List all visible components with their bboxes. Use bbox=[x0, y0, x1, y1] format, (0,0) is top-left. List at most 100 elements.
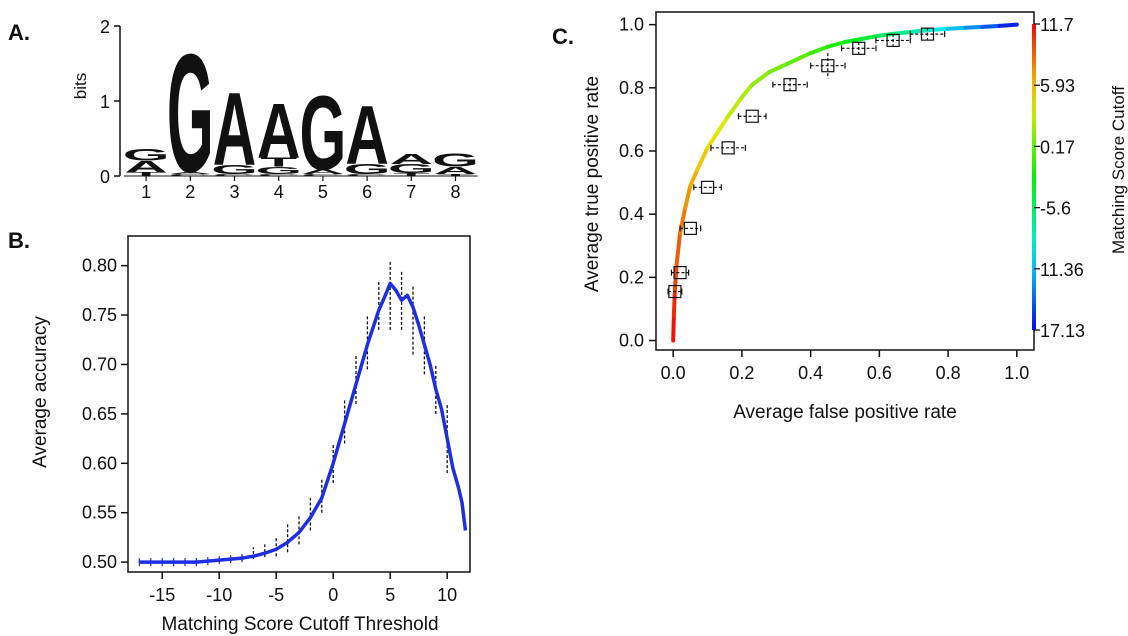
logo-x-tick-label: 3 bbox=[229, 182, 239, 202]
roc-curve-segment bbox=[860, 33, 882, 41]
colorbar-ticks: 11.7 5.93 0.17 -5.6 11.36 17.13 bbox=[1032, 15, 1085, 341]
roc-marker bbox=[783, 78, 797, 92]
accuracy-x-ticks: -15 -10 -5 0 5 10 bbox=[149, 572, 457, 605]
roc-markers bbox=[667, 27, 946, 299]
roc-x-tick-label: 0.4 bbox=[798, 363, 823, 383]
colorbar-tick-label: 0.17 bbox=[1040, 137, 1075, 157]
logo-letter-A: A bbox=[169, 171, 212, 175]
colorbar-tick-label: 11.7 bbox=[1040, 15, 1074, 35]
roc-marker bbox=[745, 109, 759, 123]
logo-letter-A: A bbox=[301, 168, 344, 175]
logo-letter-C: C bbox=[345, 173, 388, 177]
roc-curve-segment bbox=[946, 25, 968, 31]
roc-curve-segment bbox=[674, 231, 683, 267]
panel-c-label: C. bbox=[552, 24, 574, 49]
accuracy-line bbox=[139, 281, 468, 564]
colorbar-tick-label: 11.36 bbox=[1040, 260, 1084, 280]
roc-marker bbox=[673, 266, 687, 280]
roc-curve-segment bbox=[715, 114, 731, 135]
roc-marker bbox=[700, 180, 715, 194]
logo-x-tick-label: 1 bbox=[141, 182, 151, 202]
colorbar-label: Matching Score Cutoff bbox=[1109, 86, 1128, 254]
accuracy-x-tick-label: -15 bbox=[149, 585, 175, 605]
accuracy-xlabel: Matching Score Cutoff Threshold bbox=[161, 614, 438, 635]
accuracy-y-tick-label: 0.50 bbox=[82, 552, 117, 572]
logo-letter-G: G bbox=[167, 18, 214, 207]
logo-x-tick-label: 7 bbox=[406, 182, 416, 202]
accuracy-plot-frame bbox=[127, 235, 471, 573]
logo-letter-T: T bbox=[128, 171, 165, 177]
logo-y-ticks: 0 1 2 bbox=[100, 17, 120, 187]
accuracy-y-tick-label: 0.60 bbox=[82, 453, 117, 473]
logo-x-tick-label: 5 bbox=[318, 182, 328, 202]
logo-y-tick-label: 2 bbox=[100, 17, 110, 37]
logo-letter-C: C bbox=[301, 173, 344, 177]
roc-x-tick-label: 0.6 bbox=[867, 363, 892, 383]
logo-y-tick-label: 1 bbox=[100, 92, 110, 112]
logo-x-ticks: 1 2 3 4 5 6 7 8 bbox=[124, 175, 478, 202]
roc-curve-segment bbox=[784, 51, 813, 67]
roc-x-tick-label: 1.0 bbox=[1004, 363, 1029, 383]
logo-y-tick-label: 0 bbox=[100, 167, 110, 187]
roc-marker bbox=[920, 27, 935, 41]
logo-letter-A: A bbox=[124, 158, 167, 177]
logo-x-tick-label: 6 bbox=[362, 182, 372, 202]
roc-curve-segment bbox=[688, 167, 700, 188]
accuracy-y-tick-label: 0.80 bbox=[82, 256, 117, 276]
roc-y-ticks: 0.0 0.2 0.4 0.6 0.8 1.0 bbox=[619, 15, 656, 351]
roc-y-tick-label: 0.2 bbox=[619, 267, 644, 287]
logo-letter-G: G bbox=[211, 163, 258, 177]
logo-letter-C: C bbox=[169, 173, 212, 177]
accuracy-x-tick-label: 5 bbox=[385, 585, 395, 605]
colorbar-tick-label: 5.93 bbox=[1040, 76, 1075, 96]
accuracy-error-bars bbox=[138, 260, 448, 564]
accuracy-x-tick-label: 0 bbox=[328, 585, 338, 605]
accuracy-x-tick-label: -10 bbox=[206, 585, 232, 605]
roc-curve-segment bbox=[750, 70, 772, 87]
logo-letter-C: C bbox=[257, 173, 300, 177]
roc-x-tick-label: 0.2 bbox=[729, 363, 754, 383]
logo-x-tick-label: 4 bbox=[274, 182, 284, 202]
colorbar-tick-label: 17.13 bbox=[1040, 321, 1085, 341]
roc-curve-segment bbox=[671, 287, 677, 318]
logo-letter-G: G bbox=[300, 74, 347, 192]
roc-y-tick-label: 0.8 bbox=[619, 78, 644, 98]
roc-marker bbox=[721, 141, 735, 155]
accuracy-x-tick-label: 10 bbox=[437, 585, 457, 605]
logo-letter-G: G bbox=[388, 162, 435, 176]
roc-curve-segment bbox=[825, 40, 847, 49]
roc-x-tick-label: 0.0 bbox=[661, 363, 686, 383]
roc-curve-segment bbox=[997, 22, 1019, 28]
logo-x-tick-label: 2 bbox=[185, 182, 195, 202]
roc-ylabel: Average true positive rate bbox=[582, 76, 603, 292]
roc-curve-segment bbox=[911, 28, 933, 34]
roc-xlabel: Average false positive rate bbox=[733, 402, 957, 423]
roc-curve-segment bbox=[843, 36, 865, 45]
logo-letter-G: G bbox=[123, 146, 170, 165]
colorbar-strip bbox=[1032, 24, 1036, 330]
logo-x-tick-label: 8 bbox=[450, 182, 460, 202]
accuracy-ylabel: Average accuracy bbox=[30, 316, 51, 468]
roc-marker bbox=[886, 33, 900, 48]
accuracy-y-tick-label: 0.75 bbox=[82, 305, 117, 325]
roc-y-tick-label: 1.0 bbox=[619, 15, 644, 35]
roc-curve-segment bbox=[726, 95, 744, 119]
logo-letter-T: T bbox=[393, 172, 430, 177]
logo-letter-G: G bbox=[255, 165, 302, 177]
roc-curve-segment bbox=[695, 145, 710, 172]
roc-curve-segment bbox=[767, 62, 789, 75]
roc-y-tick-label: 0.4 bbox=[619, 204, 644, 224]
accuracy-line-group bbox=[138, 281, 468, 567]
roc-curve-segment bbox=[808, 44, 830, 56]
logo-letter-G: G bbox=[432, 150, 479, 171]
accuracy-panel: 0.50 0.55 0.60 0.65 0.70 0.75 0.80 -15 -10 -5 0 5 1… bbox=[30, 235, 471, 635]
panel-b-label: B. bbox=[8, 228, 30, 253]
roc-curve-segment bbox=[672, 262, 679, 292]
accuracy-x-tick-label: -5 bbox=[268, 585, 284, 605]
logo-letter-T: T bbox=[260, 155, 297, 169]
roc-marker bbox=[668, 284, 682, 299]
roc-marker bbox=[821, 59, 835, 73]
accuracy-y-ticks: 0.50 0.55 0.60 0.65 0.70 0.75 0.80 bbox=[82, 256, 128, 572]
